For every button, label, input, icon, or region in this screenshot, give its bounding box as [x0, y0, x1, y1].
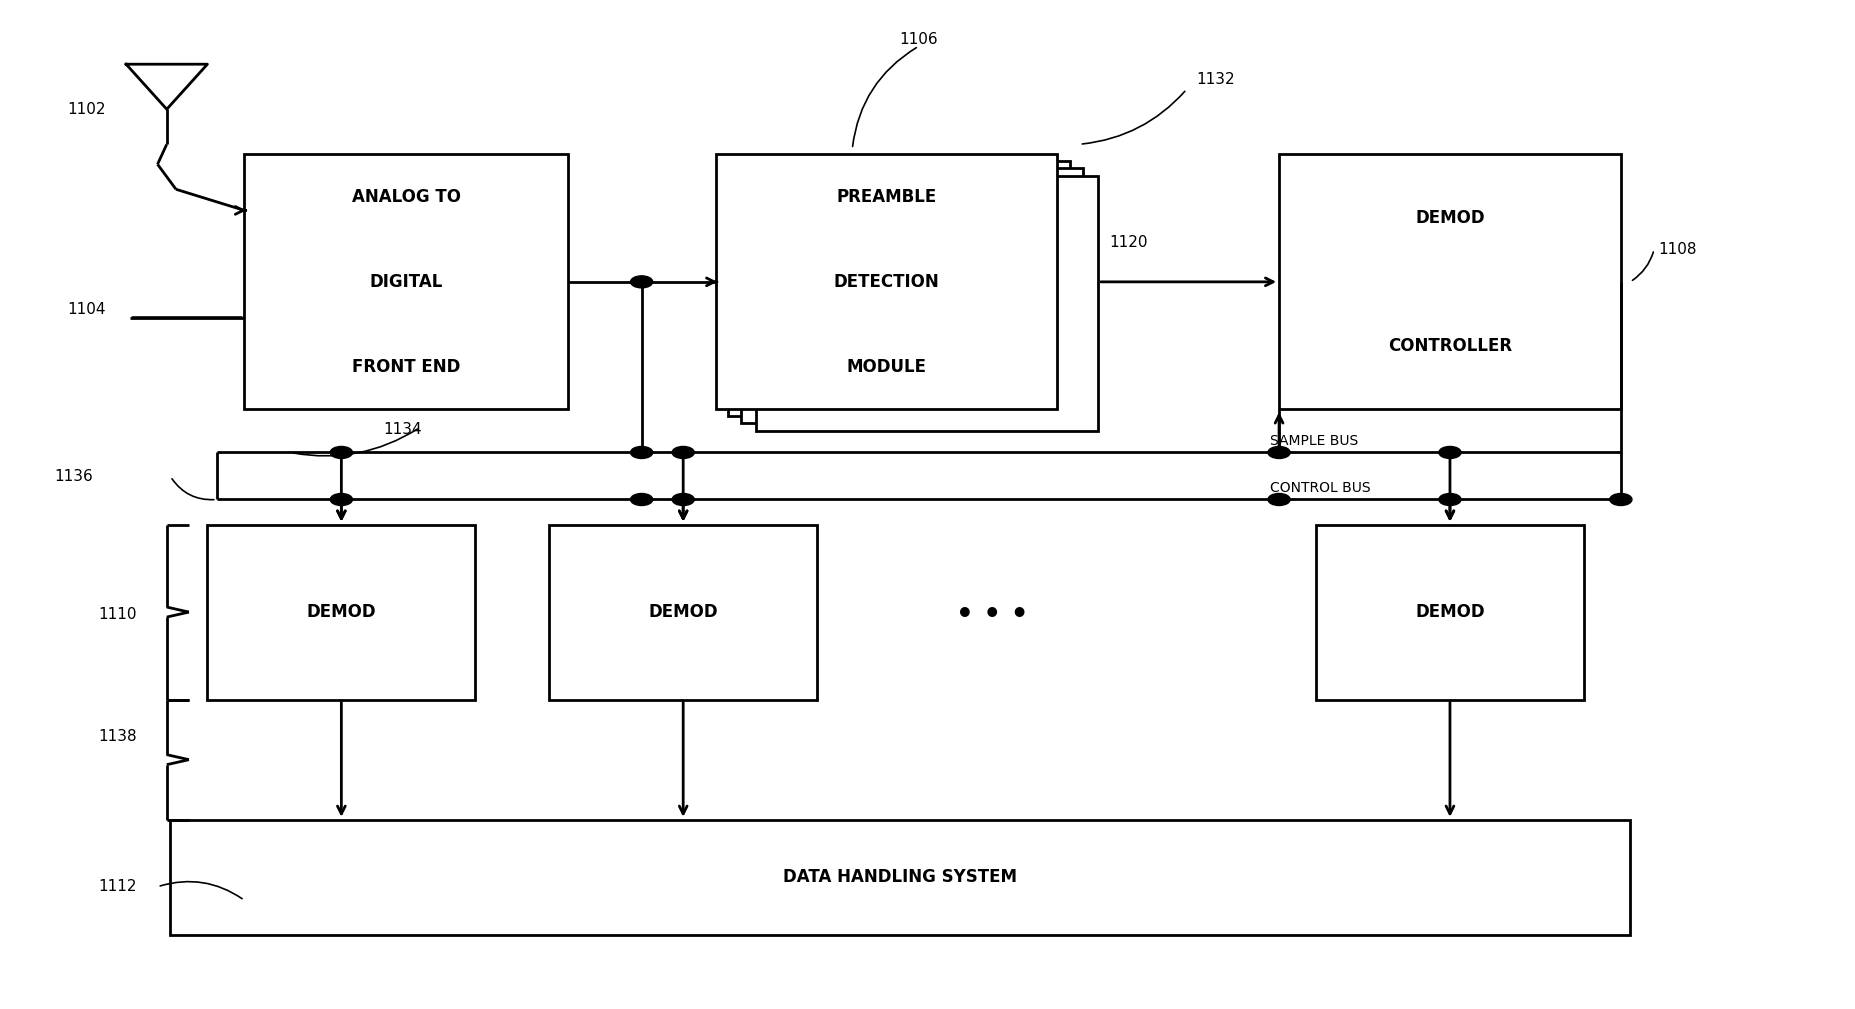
FancyBboxPatch shape	[208, 525, 475, 699]
FancyBboxPatch shape	[755, 177, 1098, 432]
Text: DEMOD: DEMOD	[1414, 209, 1484, 227]
Circle shape	[1267, 446, 1289, 458]
Text: 1134: 1134	[382, 422, 421, 437]
Text: MODULE: MODULE	[846, 358, 926, 376]
Text: 1102: 1102	[67, 102, 106, 117]
Text: 1110: 1110	[98, 607, 137, 623]
Text: 1106: 1106	[900, 31, 937, 46]
FancyBboxPatch shape	[1315, 525, 1582, 699]
Circle shape	[672, 446, 694, 458]
Circle shape	[1438, 446, 1460, 458]
FancyBboxPatch shape	[740, 169, 1083, 424]
Circle shape	[330, 493, 352, 506]
Text: 1108: 1108	[1657, 242, 1695, 257]
Text: DEMOD: DEMOD	[647, 603, 718, 622]
Text: DEMOD: DEMOD	[306, 603, 377, 622]
Circle shape	[1267, 493, 1289, 506]
Text: 1138: 1138	[98, 730, 137, 745]
Circle shape	[631, 446, 653, 458]
Text: SAMPLE BUS: SAMPLE BUS	[1269, 435, 1358, 448]
FancyBboxPatch shape	[549, 525, 816, 699]
Text: DIGITAL: DIGITAL	[369, 272, 443, 291]
FancyBboxPatch shape	[245, 154, 568, 410]
Circle shape	[1608, 493, 1631, 506]
Circle shape	[631, 275, 653, 288]
Circle shape	[330, 446, 352, 458]
Text: DATA HANDLING SYSTEM: DATA HANDLING SYSTEM	[783, 869, 1017, 886]
FancyBboxPatch shape	[716, 154, 1057, 410]
Text: 1132: 1132	[1195, 72, 1234, 87]
Text: CONTROL BUS: CONTROL BUS	[1269, 481, 1369, 495]
Text: 1120: 1120	[1109, 235, 1146, 250]
Text: • • •: • • •	[955, 600, 1028, 629]
Text: 1112: 1112	[98, 879, 137, 894]
Text: FRONT END: FRONT END	[352, 358, 460, 376]
Text: DEMOD: DEMOD	[1414, 603, 1484, 622]
FancyBboxPatch shape	[1278, 154, 1619, 410]
Circle shape	[672, 493, 694, 506]
Text: 1136: 1136	[54, 469, 93, 484]
Text: DETECTION: DETECTION	[833, 272, 939, 291]
Text: CONTROLLER: CONTROLLER	[1388, 337, 1512, 354]
Text: 1104: 1104	[67, 302, 106, 317]
FancyBboxPatch shape	[171, 819, 1629, 934]
Circle shape	[631, 493, 653, 506]
Text: ANALOG TO: ANALOG TO	[351, 188, 460, 206]
Circle shape	[1438, 493, 1460, 506]
FancyBboxPatch shape	[727, 161, 1070, 417]
Text: PREAMBLE: PREAMBLE	[837, 188, 937, 206]
